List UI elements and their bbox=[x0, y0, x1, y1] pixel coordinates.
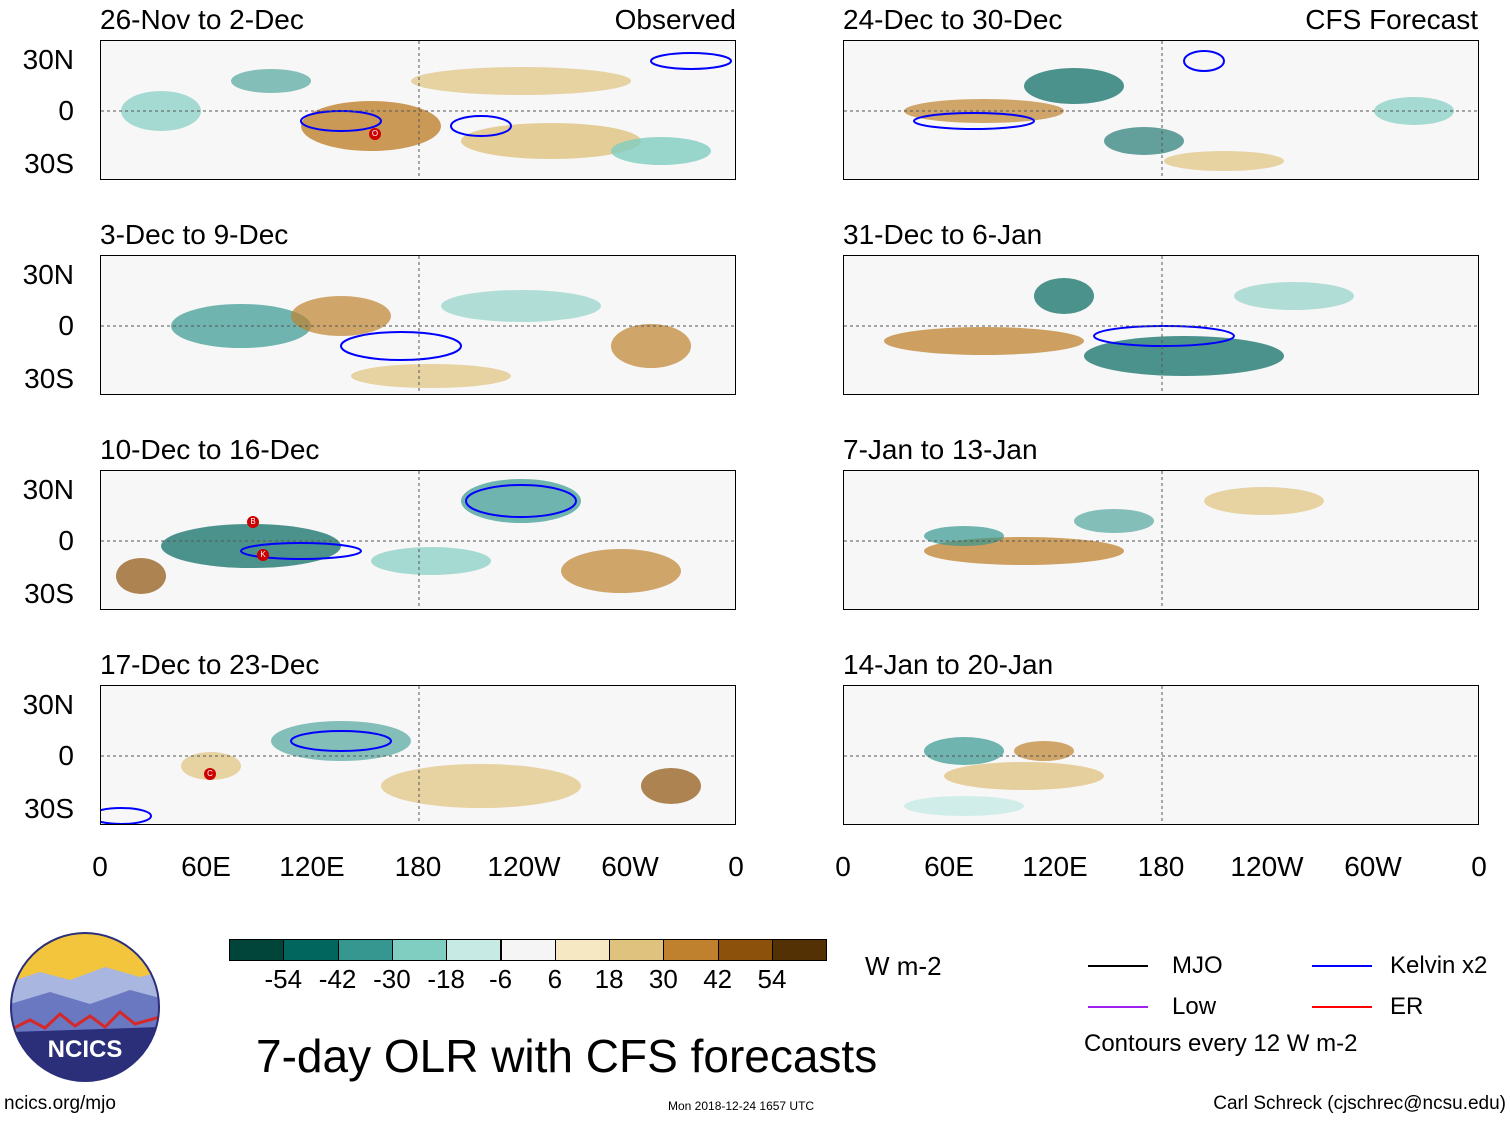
colorbar-label: -42 bbox=[318, 964, 357, 994]
panel-title: 3-Dec to 9-Dec bbox=[100, 219, 289, 250]
olr-map: B K bbox=[100, 470, 736, 610]
panel-title: 14-Jan to 20-Jan bbox=[843, 649, 1054, 680]
x-label: 60W bbox=[1344, 851, 1402, 882]
colorbar-label: -6 bbox=[488, 964, 513, 994]
mjo-line-swatch bbox=[1088, 965, 1148, 967]
x-label: 180 bbox=[1137, 851, 1185, 882]
colorbar-cell bbox=[772, 939, 828, 961]
x-label: 60E bbox=[181, 851, 231, 882]
footer-credit: Carl Schreck (cjschrec@ncsu.edu) bbox=[1213, 1093, 1506, 1114]
colorbar-label: 6 bbox=[547, 964, 563, 994]
kelvin-line-swatch bbox=[1312, 965, 1372, 967]
forecast-label: CFS Forecast bbox=[1305, 4, 1478, 35]
legend-mjo: MJO bbox=[1172, 952, 1223, 979]
olr-map: C bbox=[100, 685, 736, 825]
er-line-swatch bbox=[1312, 1006, 1372, 1008]
legend-er: ER bbox=[1390, 993, 1424, 1020]
y-label: 30N bbox=[22, 689, 74, 720]
low-line-swatch bbox=[1088, 1006, 1148, 1008]
logo-text: NCICS bbox=[48, 1036, 123, 1063]
y-label: 0 bbox=[58, 740, 74, 771]
observed-label: Observed bbox=[614, 4, 736, 35]
colorbar-label: -30 bbox=[373, 964, 411, 994]
x-label: 0 bbox=[1471, 851, 1487, 882]
x-label: 0 bbox=[835, 851, 851, 882]
colorbar-cell bbox=[229, 939, 285, 961]
x-label: 120W bbox=[1230, 851, 1304, 882]
y-label: 30N bbox=[22, 44, 74, 75]
panel-title: 10-Dec to 16-Dec bbox=[100, 434, 320, 465]
colorbar-label: 42 bbox=[703, 964, 733, 994]
y-label: 30S bbox=[24, 793, 74, 824]
colorbar-label: 54 bbox=[757, 964, 787, 994]
y-label: 30S bbox=[24, 148, 74, 179]
y-label: 30S bbox=[24, 363, 74, 394]
colorbar-cell bbox=[446, 939, 502, 961]
main-title: 7-day OLR with CFS forecasts bbox=[256, 1030, 878, 1082]
panel-title: 24-Dec to 30-Dec bbox=[843, 4, 1063, 35]
x-label: 120E bbox=[279, 851, 345, 882]
y-label: 0 bbox=[58, 95, 74, 126]
storm-marker: B bbox=[247, 516, 259, 528]
y-label: 30N bbox=[22, 474, 74, 505]
colorbar-cell bbox=[500, 939, 556, 961]
colorbar-cell bbox=[663, 939, 719, 961]
storm-marker: K bbox=[257, 549, 269, 561]
colorbar-label: 18 bbox=[594, 964, 624, 994]
storm-marker: C bbox=[204, 768, 216, 780]
x-label: 60E bbox=[924, 851, 974, 882]
olr-map bbox=[100, 255, 736, 395]
colorbar-cell bbox=[609, 939, 665, 961]
y-label: 30N bbox=[22, 259, 74, 290]
panel-title: 31-Dec to 6-Jan bbox=[843, 219, 1043, 250]
footer-timestamp: Mon 2018-12-24 1657 UTC bbox=[668, 1099, 815, 1113]
x-label: 120E bbox=[1022, 851, 1088, 882]
legend-kelvin: Kelvin x2 bbox=[1390, 952, 1488, 979]
colorbar-cell bbox=[337, 939, 393, 961]
olr-map bbox=[843, 685, 1479, 825]
olr-map: O bbox=[100, 40, 736, 180]
y-label: 0 bbox=[58, 525, 74, 556]
footer-url: ncics.org/mjo bbox=[4, 1093, 116, 1114]
colorbar-label: -18 bbox=[427, 964, 465, 994]
x-label: 0 bbox=[728, 851, 744, 882]
panel-title: 17-Dec to 23-Dec bbox=[100, 649, 320, 680]
olr-map bbox=[843, 255, 1479, 395]
y-label: 30S bbox=[24, 578, 74, 609]
x-label: 60W bbox=[601, 851, 659, 882]
x-label: 0 bbox=[92, 851, 108, 882]
olr-map bbox=[843, 470, 1479, 610]
colorbar-unit: W m-2 bbox=[865, 951, 942, 981]
colorbar-cell bbox=[283, 939, 339, 961]
storm-marker: O bbox=[369, 128, 381, 140]
contours-note: Contours every 12 W m-2 bbox=[1084, 1030, 1358, 1057]
colorbar-cell bbox=[391, 939, 448, 961]
colorbar-cell bbox=[554, 939, 611, 961]
colorbar-cell bbox=[717, 939, 773, 961]
x-label: 180 bbox=[394, 851, 442, 882]
x-label: 120W bbox=[487, 851, 561, 882]
legend-low: Low bbox=[1172, 993, 1217, 1020]
olr-map bbox=[843, 40, 1479, 180]
colorbar-label: 30 bbox=[648, 964, 678, 994]
panel-title: 7-Jan to 13-Jan bbox=[843, 434, 1038, 465]
y-label: 0 bbox=[58, 310, 74, 341]
ncics-logo: NCICS bbox=[10, 932, 160, 1082]
colorbar-label: -54 bbox=[264, 964, 303, 994]
panel-title: 26-Nov to 2-Dec bbox=[100, 4, 304, 35]
